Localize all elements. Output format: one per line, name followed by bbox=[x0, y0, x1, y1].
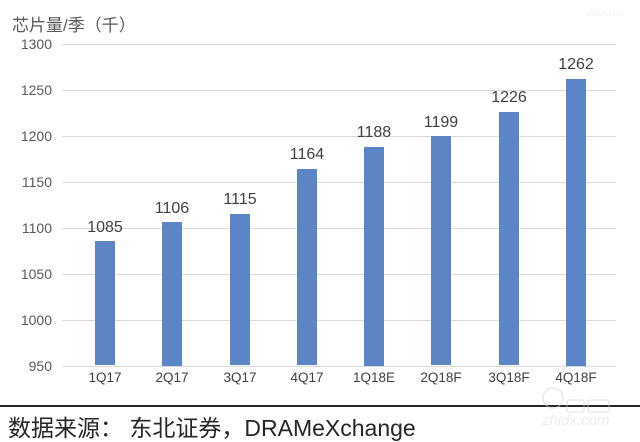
svg-text:zhidx.com: zhidx.com bbox=[541, 412, 610, 429]
svg-text:zhidx.com: zhidx.com bbox=[588, 9, 624, 18]
